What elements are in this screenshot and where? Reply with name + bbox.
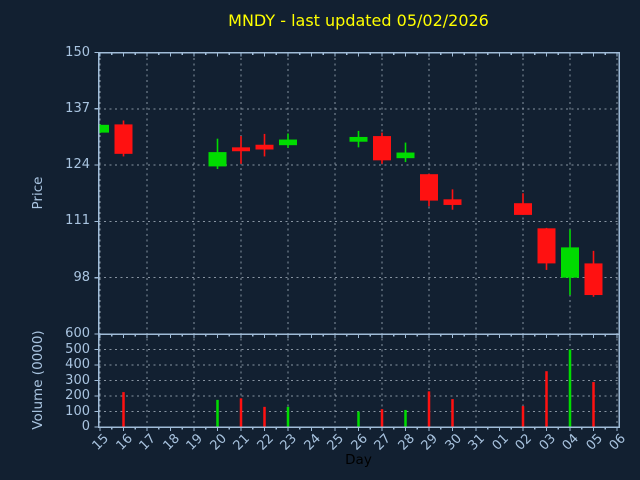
chart-title: MNDY - last updated 05/02/2026 [228, 11, 489, 30]
volume-bar-23 [286, 406, 290, 427]
price-tick-label: 111 [65, 213, 90, 229]
volume-bar-16 [122, 392, 125, 427]
candle-body-04 [561, 247, 579, 278]
volume-bar-05 [592, 382, 595, 427]
price-tick-label: 150 [65, 44, 90, 60]
volume-tick-label: 500 [65, 341, 90, 357]
volume-bar-20 [216, 399, 219, 427]
volume-bar-28 [404, 409, 407, 427]
volume-bar-03 [545, 371, 548, 427]
volume-bar-26 [357, 411, 360, 427]
candle-body-02 [514, 203, 532, 215]
candle-body-05 [584, 263, 603, 296]
volume-tick-label: 0 [81, 419, 90, 434]
price-tick-label: 137 [65, 100, 90, 116]
volume-bar-21 [239, 398, 243, 427]
volume-bar-22 [263, 406, 266, 427]
price-tick-label: 98 [73, 269, 90, 285]
candle-body-29 [420, 174, 438, 201]
volume-tick-label: 400 [65, 357, 90, 372]
candle-body-30 [443, 199, 462, 205]
candle-body-03 [537, 228, 556, 264]
candle-body-27 [373, 136, 391, 161]
volume-bar-27 [380, 409, 384, 427]
candle-body-20 [208, 152, 227, 167]
price-tick-label: 124 [65, 157, 90, 173]
candle-body-15 [98, 124, 109, 133]
volume-bar-04 [568, 349, 572, 427]
candle-body-21 [232, 147, 250, 152]
candle-body-23 [279, 139, 297, 146]
candle-body-22 [255, 144, 274, 150]
price-axis-label: Price [30, 176, 46, 210]
candle-body-16 [114, 124, 133, 154]
price-panel-border [97, 51, 620, 335]
volume-tick-label: 300 [65, 372, 90, 388]
volume-tick-label: 100 [65, 403, 90, 419]
candle-body-28 [396, 152, 415, 159]
volume-tick-label: 600 [65, 326, 90, 341]
volume-tick-label: 200 [65, 388, 90, 403]
volume-bar-30 [451, 399, 454, 427]
candle-body-26 [349, 136, 368, 142]
volume-bar-02 [521, 406, 525, 427]
x-axis-label: Day [345, 452, 372, 468]
volume-bar-29 [427, 391, 431, 427]
